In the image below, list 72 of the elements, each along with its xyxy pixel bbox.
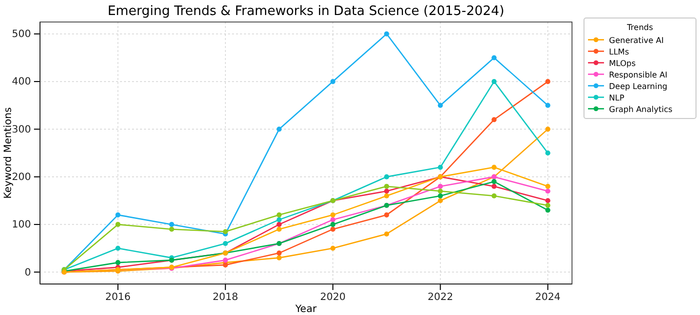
point xyxy=(276,250,282,256)
point xyxy=(115,212,120,218)
point xyxy=(545,202,550,208)
point xyxy=(276,255,282,260)
point xyxy=(276,212,282,218)
x-tick-label: 2020 xyxy=(320,292,346,304)
point xyxy=(492,164,497,170)
point xyxy=(545,188,550,194)
legend-title: Trends xyxy=(626,23,654,32)
point xyxy=(438,184,443,189)
point xyxy=(222,240,228,246)
y-tick-label: 0 xyxy=(24,267,31,278)
point xyxy=(384,188,390,194)
legend-label: NLP xyxy=(609,93,624,102)
x-tick-label: 2022 xyxy=(428,292,454,304)
y-tick-label: 400 xyxy=(12,76,31,88)
point xyxy=(492,55,497,60)
x-tick-label: 2018 xyxy=(212,292,238,304)
point xyxy=(115,222,120,227)
point xyxy=(169,226,174,232)
chart-title: Emerging Trends & Frameworks in Data Science (2015-2024) xyxy=(108,4,504,19)
point xyxy=(384,212,390,218)
point xyxy=(545,102,550,108)
point xyxy=(276,126,282,132)
x-tick-label: 2016 xyxy=(105,292,131,304)
point xyxy=(276,226,282,232)
y-tick-label: 300 xyxy=(12,124,31,136)
x-axis-title: Year xyxy=(294,304,318,315)
point xyxy=(545,184,550,189)
y-tick-label: 500 xyxy=(12,29,31,40)
point xyxy=(438,164,443,170)
point xyxy=(330,246,336,251)
point xyxy=(330,217,336,222)
point xyxy=(384,231,390,236)
point xyxy=(438,198,443,204)
y-axis-title: Keyword Mentions xyxy=(3,107,14,199)
legend-label: LLMs xyxy=(609,47,629,56)
point xyxy=(169,222,174,227)
point xyxy=(492,184,497,189)
point xyxy=(330,79,336,84)
legend-label: Deep Learning xyxy=(609,82,668,91)
point xyxy=(545,126,550,132)
legend-label: MLOps xyxy=(609,58,636,68)
point xyxy=(545,150,550,156)
point xyxy=(492,179,497,184)
y-tick-label: 100 xyxy=(12,220,31,231)
point xyxy=(545,79,550,84)
point xyxy=(492,117,497,122)
point xyxy=(545,198,550,204)
legend-label: Graph Analytics xyxy=(609,104,672,114)
point xyxy=(384,174,390,180)
point xyxy=(330,226,336,232)
point xyxy=(438,188,443,194)
point xyxy=(276,222,282,227)
point xyxy=(384,31,390,36)
point xyxy=(492,79,497,84)
legend-label: Generative AI xyxy=(609,36,664,45)
x-tick-label: 2024 xyxy=(535,292,561,304)
point xyxy=(115,246,120,251)
point xyxy=(115,260,120,266)
y-tick-label: 200 xyxy=(12,172,31,184)
point xyxy=(384,184,390,189)
point xyxy=(492,193,497,198)
point xyxy=(438,102,443,108)
point xyxy=(545,208,550,213)
point xyxy=(276,217,282,222)
point xyxy=(330,212,336,218)
legend-label: Responsible AI xyxy=(609,70,668,80)
point xyxy=(384,193,390,198)
point xyxy=(222,258,228,263)
point xyxy=(330,222,336,227)
point xyxy=(438,193,443,198)
